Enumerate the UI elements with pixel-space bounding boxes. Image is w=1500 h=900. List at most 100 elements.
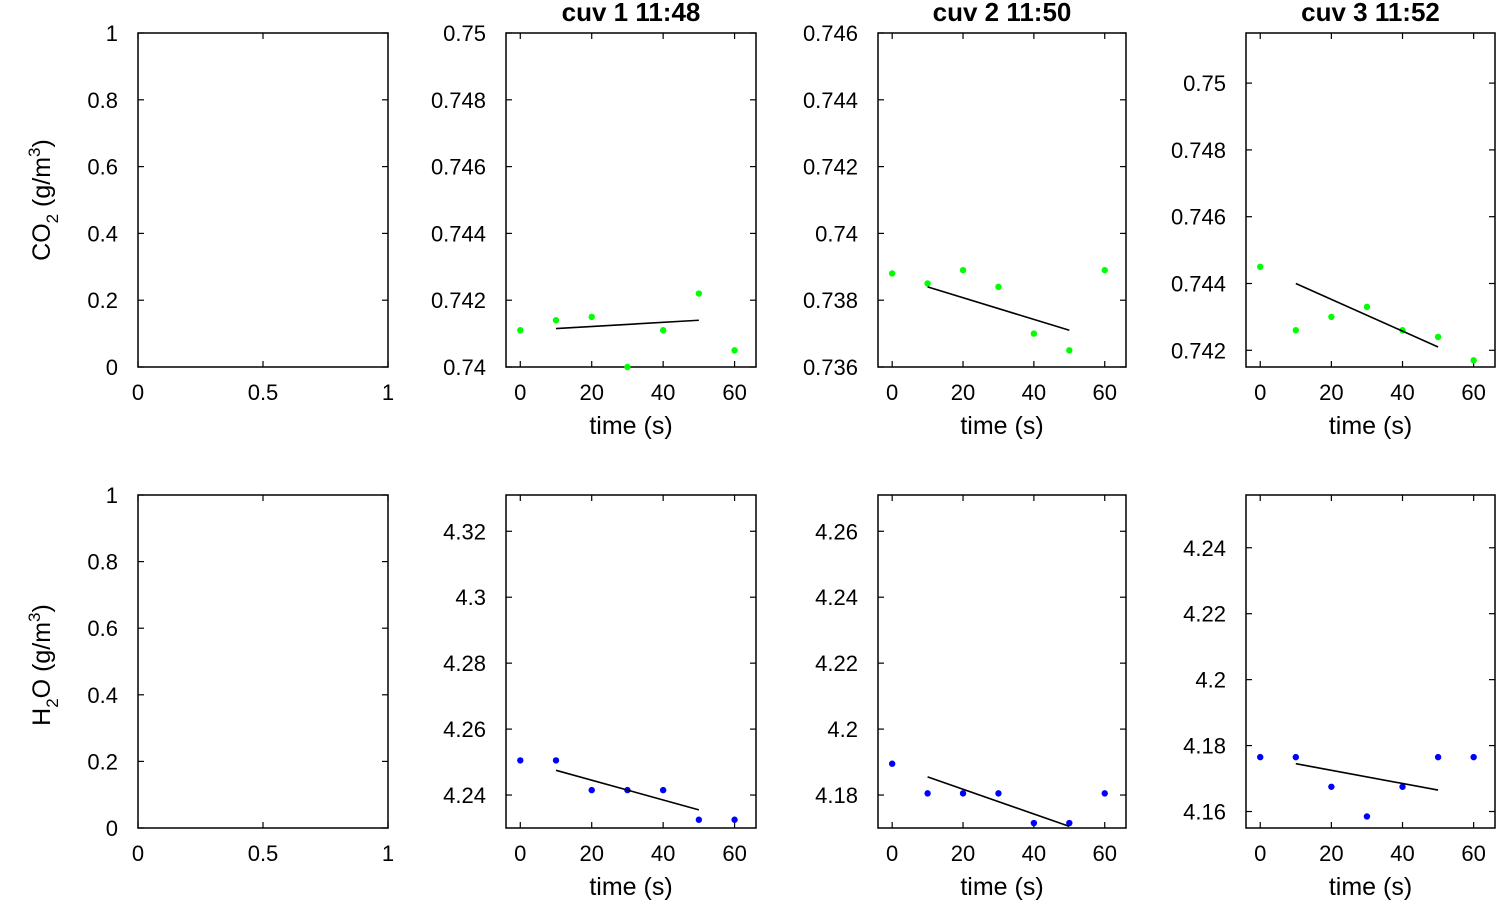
data-point (1399, 783, 1406, 790)
y-tick-label: 0.742 (431, 288, 486, 313)
y-tick-label: 0 (106, 355, 118, 380)
subplot-co2-cuv3: 0 20 40 60 0.742 0.744 0.746 0.748 0.75 cuv 3 11:… (1171, 0, 1496, 440)
y-tick-label: 0.6 (87, 155, 118, 180)
x-tick-label: 0 (1254, 380, 1266, 405)
x-tick-label: 0 (514, 841, 526, 866)
x-tick-label: 20 (951, 841, 975, 866)
data-point (659, 327, 667, 334)
axes-frame (137, 32, 389, 368)
data-point (1101, 790, 1108, 797)
x-tick-label: 60 (1093, 380, 1117, 405)
data-point (1066, 347, 1073, 354)
y-tick-label: 0.74 (443, 355, 486, 380)
fit-line (555, 769, 700, 811)
y-tick-label: 0.75 (1183, 71, 1226, 96)
y-tick-label: 0.748 (431, 88, 486, 113)
subplot-h2o-cuv3: 0 20 40 60 4.16 4.18 4.2 4.22 4.24 time (s) (1183, 494, 1496, 900)
x-tick-label: 60 (1461, 841, 1485, 866)
data-point (924, 280, 931, 287)
y-tick-label: 4.26 (443, 717, 486, 742)
x-tick-label: 0 (1254, 841, 1266, 866)
x-tick-label: 20 (1319, 380, 1343, 405)
x-tick-label: 0 (132, 380, 144, 405)
data-point (888, 270, 896, 277)
x-axis-label: time (s) (960, 412, 1043, 440)
data-point (1030, 330, 1038, 337)
data-point (1101, 266, 1108, 274)
y-tick-label: 0.748 (1171, 138, 1226, 163)
x-tick-label: 20 (579, 380, 603, 405)
y-tick-label: 4.16 (1183, 800, 1226, 825)
x-axis-label: time (s) (589, 412, 672, 440)
data-point (1328, 313, 1335, 321)
y-tick-label: 0.742 (803, 155, 858, 180)
subplot-h2o-cuv2: 0 20 40 60 4.18 4.2 4.22 4.24 4.26 time (s) (815, 494, 1127, 900)
y-tick-label: 4.32 (443, 519, 486, 544)
y-tick-label: 0.74 (815, 221, 858, 246)
x-tick-label: 0 (132, 841, 144, 866)
y-tick-label: 0.744 (803, 88, 858, 113)
x-axis-label: time (s) (960, 873, 1043, 900)
y-tick-label: 0.2 (87, 749, 118, 774)
data-point (1030, 819, 1038, 827)
x-axis-label: time (s) (1329, 412, 1412, 440)
data-point (552, 757, 560, 764)
y-tick-label: 0.2 (87, 288, 118, 313)
y-tick-label: 1 (106, 21, 118, 46)
y-tick-label: 4.26 (815, 519, 858, 544)
x-tick-label: 0.5 (248, 841, 279, 866)
y-tick-label: 0.746 (431, 155, 486, 180)
y-tick-label: 4.24 (443, 783, 486, 808)
subplot-title: cuv 2 11:50 (933, 0, 1072, 27)
data-point (731, 816, 738, 823)
x-tick-label: 0.5 (248, 380, 279, 405)
axes-frame (1245, 494, 1496, 829)
y-tick-label: 0.4 (87, 221, 118, 246)
data-point (552, 317, 560, 324)
fit-line (927, 286, 1070, 332)
y-tick-label: 0.746 (1171, 205, 1226, 230)
data-point (695, 290, 703, 297)
subplot-co2-cuv1: 0 20 40 60 0.74 0.742 0.744 0.746 0.748 0.75 cuv 1… (431, 0, 757, 440)
data-point (1257, 263, 1264, 270)
x-tick-label: 1 (382, 841, 394, 866)
x-tick-label: 40 (1022, 380, 1046, 405)
x-axis-label: time (s) (589, 873, 672, 900)
data-point (888, 760, 896, 767)
x-tick-label: 0 (514, 380, 526, 405)
subplot-title: cuv 1 11:48 (562, 0, 701, 27)
data-point (1434, 753, 1442, 761)
y-tick-label: 4.18 (1183, 734, 1226, 759)
x-tick-label: 40 (1022, 841, 1046, 866)
y-tick-label: 4.2 (1195, 668, 1226, 693)
y-tick-label: 4.18 (815, 783, 858, 808)
co2-y-axis-label: CO2 (g/m3) (25, 139, 62, 261)
data-point (995, 790, 1002, 797)
x-tick-label: 20 (1319, 841, 1343, 866)
data-point (1363, 303, 1371, 311)
x-tick-label: 20 (579, 841, 603, 866)
fit-line (555, 319, 699, 330)
x-tick-label: 40 (651, 841, 675, 866)
data-point (517, 327, 524, 334)
y-tick-label: 1 (106, 483, 118, 508)
y-tick-label: 0.744 (431, 221, 486, 246)
y-tick-label: 4.22 (815, 651, 858, 676)
axes-frame (505, 494, 757, 829)
data-point (1363, 813, 1371, 820)
y-tick-label: 0.4 (87, 683, 118, 708)
data-point (588, 313, 595, 321)
data-point (1434, 333, 1442, 341)
data-point (731, 347, 738, 354)
subplot-co2-empty: 0 0.5 1 0 0.2 0.4 0.6 0.8 1 (87, 21, 394, 405)
x-tick-label: 20 (951, 380, 975, 405)
y-tick-label: 4.3 (455, 585, 486, 610)
data-point (959, 790, 967, 797)
y-tick-label: 0.8 (87, 550, 118, 575)
subplot-h2o-empty: 0 0.5 1 0 0.2 0.4 0.6 0.8 1 (87, 483, 394, 866)
y-tick-label: 4.24 (815, 585, 858, 610)
y-tick-label: 0.736 (803, 355, 858, 380)
y-tick-label: 0.744 (1171, 272, 1226, 297)
x-tick-label: 40 (1390, 380, 1414, 405)
axes-frame (877, 32, 1127, 368)
